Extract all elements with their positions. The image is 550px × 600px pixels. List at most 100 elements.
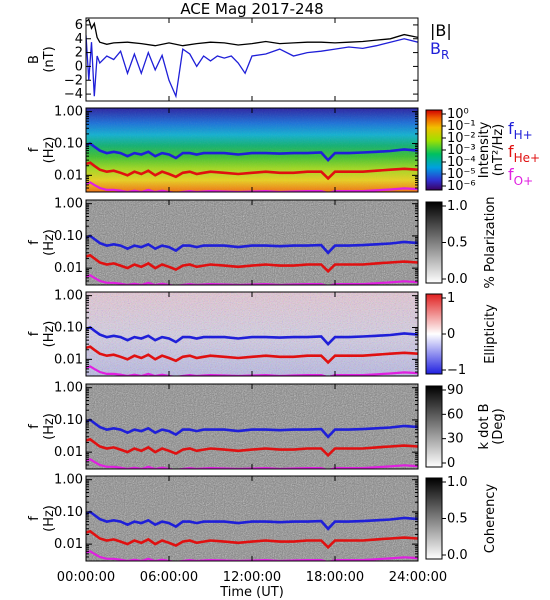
colorbar-label: k dot B [477,403,492,449]
gyro-line-f-h [86,234,418,255]
colorbar-tick-label: 60 [447,407,464,422]
colorbar-label-unit: (Deg) [491,408,506,444]
colorbar-tick-label: 10⁻³ [447,143,476,158]
y-tick-label: 2 [75,46,83,61]
colorbar-label: Intensity [477,121,492,178]
panel-intensity: 1.00 0.10 0.01 10⁰10⁻¹10⁻²10⁻³10⁻⁴10⁻⁵10⁻⁶I… [27,105,540,194]
y-tick-label: 0.01 [54,352,83,367]
colorbar-tick-label: 0.5 [447,512,468,527]
gyro-legend: fH+fHe+fO+ [508,119,540,188]
colorbar-polarization: 1.0 0.5 0.0 % Polarization [425,196,498,289]
legend-he-plus: fHe+ [508,142,540,165]
x-tick-label: 06:00:00 [140,570,198,585]
y-axis-unit: (nT) [42,46,57,72]
colorbar-tick-label: 30 [447,432,464,447]
y-tick-label: 4 [75,32,83,47]
colorbar-tick-label: 10⁰ [447,107,469,122]
y-tick-label: 0 [75,59,83,74]
colorbar-tick-label: 1.0 [447,475,468,490]
gyro-line-f-he [86,253,418,274]
y-tick-label: 0.10 [54,229,83,244]
colorbar-tick-label: 0 [447,327,455,342]
y-axis-unit: (Hz) [42,413,57,440]
gyro-line-f-h [86,510,418,531]
panel-ellipticity: 1.00 0.10 0.01 1 0 −1 Ellipticity f (Hz) [27,289,498,378]
panel-coherency: 1.00 0.10 0.01 1.0 0.5 0.0 Coherency f (Hz) [27,473,498,563]
y-axis-label: f [27,331,42,336]
gyro-line-f-he [86,161,418,181]
y-axis-label: f [27,424,42,429]
x-axis: 00:00:00 06:00:00 12:00:00 18:00:00 24:00:00 [57,570,447,585]
heatmap-texture [86,200,418,285]
x-tick-label: 18:00:00 [306,570,364,585]
colorbar-tick-label: 1 [447,291,455,306]
x-tick-label: 00:00:00 [57,570,115,585]
heatmap-texture [86,476,418,561]
legend-b-total-main: |B| [430,21,452,40]
legend-h-plus-subscript: H+ [514,128,533,142]
panel-background [86,18,418,101]
colorbar-kdotb: 90 60 30 0 k dot B (Deg) [425,383,506,471]
colorbar-tick-label: 0.0 [447,548,468,563]
legend-he-plus-main: f [508,142,514,161]
colorbar-coherency: 1.0 0.5 0.0 Coherency [425,475,498,563]
colorbar-label: % Polarization [483,196,498,288]
y-tick-label: 0.01 [54,261,83,276]
y-tick-label: 0.01 [54,168,83,183]
y-axis-unit: (Hz) [42,229,57,256]
legend-h-plus: fH+ [508,119,533,142]
colorbar-tick-label: 10⁻¹ [447,119,476,134]
colorbar-ellipticity: 1 0 −1 Ellipticity [425,291,498,378]
y-tick-label: 0.01 [54,445,83,460]
legend-b-r-subscript: R [441,48,449,62]
heatmap-texture [86,108,418,192]
colorbar-bar [425,109,443,191]
y-tick-label: 1.00 [54,197,83,212]
y-tick-label: 1.00 [54,105,83,120]
colorbar-tick-label: 10⁻² [447,131,476,146]
colorbar-tick-label: −1 [447,363,466,378]
chart-title: ACE Mag 2017-248 [180,0,323,18]
y-tick-label: 0.10 [54,505,83,520]
legend-o-plus-main: f [508,165,514,184]
colorbar-bar [425,385,443,468]
y-tick-label: 1.00 [54,289,83,304]
y-axis-unit: (Hz) [42,137,57,164]
legend-b-r-main: B [430,39,441,58]
colorbar-tick-label: 0 [447,456,455,471]
y-tick-label: 0.10 [54,136,83,151]
colorbar-label: Coherency [483,483,498,553]
colorbar-tick-label: 0.0 [447,272,468,287]
legend-b-r: BR [430,39,449,62]
legend-o-plus: fO+ [508,165,533,188]
gyro-line-f-he [86,437,418,458]
panel-polarization: 1.00 0.10 0.01 1.0 0.5 0.0 % Polarization f (Hz) [27,196,498,288]
heatmap-texture [86,384,418,469]
series-line-b-r [86,35,418,99]
gyro-line-f-h [86,418,418,439]
colorbar-tick-label: 10⁻⁴ [447,155,476,170]
y-axis-label: B [27,55,42,64]
gyro-line-f-he [86,345,418,365]
gyro-line-f-he [86,529,418,550]
y-tick-label: 1.00 [54,473,83,488]
y-tick-label: −2 [64,73,83,88]
y-axis-label: f [27,240,42,245]
y-axis-label: f [27,516,42,521]
y-tick-label: 0.10 [54,413,83,428]
y-axis-unit: (Hz) [42,505,57,532]
colorbar-tick-label: 10⁻⁵ [447,167,476,182]
y-tick-label: 6 [75,18,83,33]
y-axis-label: f [27,147,42,152]
x-tick-label: 12:00:00 [223,570,281,585]
colorbar-tick-label: 1.0 [447,199,468,214]
y-axis-unit: (Hz) [42,321,57,348]
y-tick-label: 0.10 [54,320,83,335]
colorbar-tick-label: 0.5 [447,236,468,251]
gyro-line-f-h [86,326,418,346]
colorbar-tick-label: 90 [447,383,464,398]
legend-h-plus-main: f [508,119,514,138]
